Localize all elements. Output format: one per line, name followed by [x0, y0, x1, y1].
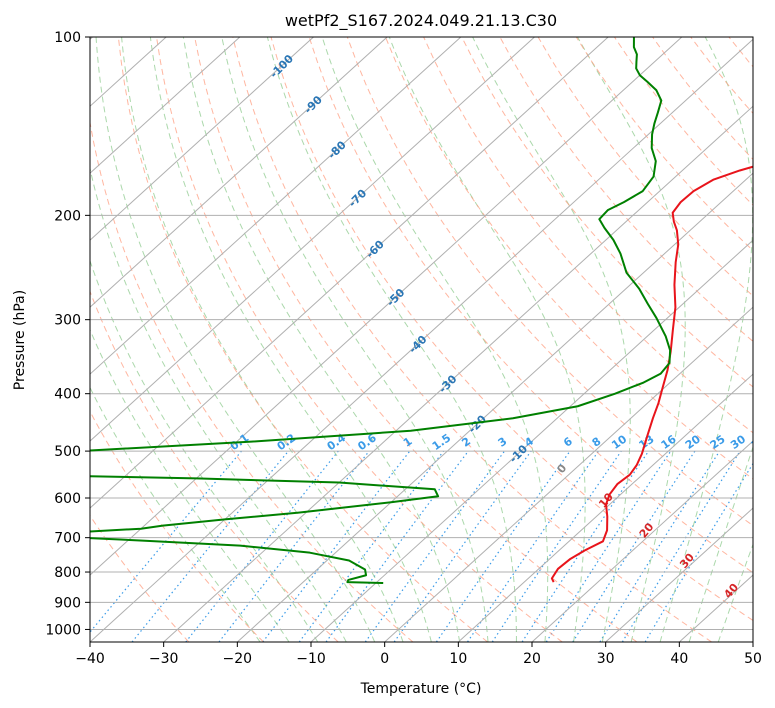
moist-adiabat-line: [472, 37, 631, 642]
isotherm-line: [457, 373, 753, 642]
moist-adiabat-line: [90, 166, 347, 642]
isotherm-line: [163, 105, 753, 642]
mixing-ratio-line: [218, 450, 370, 642]
plot-area: 0.10.20.40.611.52346810131620253036-100-…: [90, 37, 769, 642]
moist-adiabat-line: [221, 37, 489, 642]
y-tick-label: 500: [54, 444, 81, 460]
x-tick-label: 40: [670, 651, 688, 667]
moist-adiabat-line: [90, 386, 261, 642]
mixing-ratio-line: [393, 450, 532, 642]
isotherm-line: [384, 306, 753, 642]
mixing-ratio-lines: [90, 450, 753, 642]
isotherm-line: [90, 38, 753, 642]
y-tick-label: 600: [54, 491, 81, 507]
mixing-ratio-line: [435, 450, 571, 642]
y-tick-label: 1000: [45, 622, 81, 638]
y-tick-label: 100: [54, 30, 81, 46]
dry-adiabat-line: [90, 119, 414, 642]
y-tick-label: 900: [54, 595, 81, 611]
y-axis: 100 200 300 400 500 600 700 800 900 1000: [45, 30, 90, 638]
dry-adiabat-line: [156, 37, 563, 642]
moist-adiabat-line: [688, 445, 753, 642]
isotherm-line: [90, 37, 683, 576]
x-tick-label: 30: [597, 651, 615, 667]
dry-adiabat-line: [90, 514, 190, 642]
x-tick-label: 0: [380, 651, 389, 667]
x-tick-label: 50: [744, 651, 762, 667]
moist-adiabat-line: [717, 543, 753, 642]
dry-adiabat-line: [117, 37, 488, 642]
dry-adiabat-line: [270, 37, 753, 622]
y-tick-label: 700: [54, 531, 81, 547]
isotherm-line: [90, 37, 535, 442]
mixing-ratio-line: [467, 450, 600, 642]
temperature-profile: [550, 165, 753, 583]
dry-adiabat-line: [90, 290, 339, 642]
sounding-series: [90, 37, 753, 585]
mixing-ratio-line: [545, 450, 672, 642]
mixing-ratio-line: [491, 450, 622, 642]
mixing-ratio-line: [521, 450, 650, 642]
x-axis-label: Temperature (°C): [360, 681, 482, 697]
isotherm-line: [90, 37, 314, 241]
isotherm-line: [90, 37, 388, 308]
isotherm-line: [90, 37, 609, 509]
dewpoint-profile: [90, 37, 672, 585]
y-tick-label: 200: [54, 208, 81, 224]
isotherm-line: [531, 440, 753, 642]
moist-adiabat-line: [90, 328, 290, 642]
mixing-ratio-label: 36: [749, 432, 769, 452]
moist-adiabat-line: [182, 37, 461, 642]
x-tick-label: −10: [296, 651, 326, 667]
isotherm-line: [310, 239, 753, 642]
y-tick-label: 400: [54, 387, 81, 403]
isotherm-line: [90, 37, 241, 174]
mixing-ratio-line: [572, 450, 696, 642]
moist-adiabat-line: [266, 37, 517, 642]
isotherm-line: [236, 172, 753, 642]
chart-title: wetPf2_S167.2024.049.21.13.C30: [285, 11, 557, 31]
moist-adiabat-line: [95, 37, 376, 642]
moist-adiabat-line: [321, 37, 549, 642]
dry-adiabat-line: [194, 37, 638, 642]
dry-adiabat-line: [308, 37, 753, 574]
y-tick-label: 300: [54, 313, 81, 329]
x-tick-label: −30: [149, 651, 179, 667]
mixing-ratio-line: [185, 450, 339, 642]
y-axis-label: Pressure (hPa): [12, 290, 28, 390]
moist-adiabat-line: [121, 37, 404, 642]
moist-adiabat-line: [659, 37, 753, 642]
moist-adiabats: [90, 37, 753, 642]
dry-adiabats: [90, 37, 753, 642]
plot-frame: [89, 36, 754, 643]
x-tick-label: −40: [75, 651, 105, 667]
moist-adiabat-line: [90, 259, 319, 642]
x-tick-label: 20: [523, 651, 541, 667]
x-tick-label: 10: [449, 651, 467, 667]
mixing-ratio-line: [599, 450, 721, 642]
isotherms: [90, 37, 753, 642]
y-tick-label: 800: [54, 565, 81, 581]
dry-adiabat-line: [90, 410, 264, 642]
moist-adiabat-line: [577, 37, 686, 642]
dry-adiabat-line: [346, 37, 753, 527]
mixing-ratio-line: [298, 450, 445, 642]
isotherm-line: [605, 507, 753, 642]
moist-adiabat-line: [149, 37, 432, 642]
x-axis: −40 −30 −20 −10 0 10 20 30 40 50: [75, 642, 762, 667]
isotherm-line: [90, 37, 462, 375]
x-tick-label: −20: [223, 651, 253, 667]
